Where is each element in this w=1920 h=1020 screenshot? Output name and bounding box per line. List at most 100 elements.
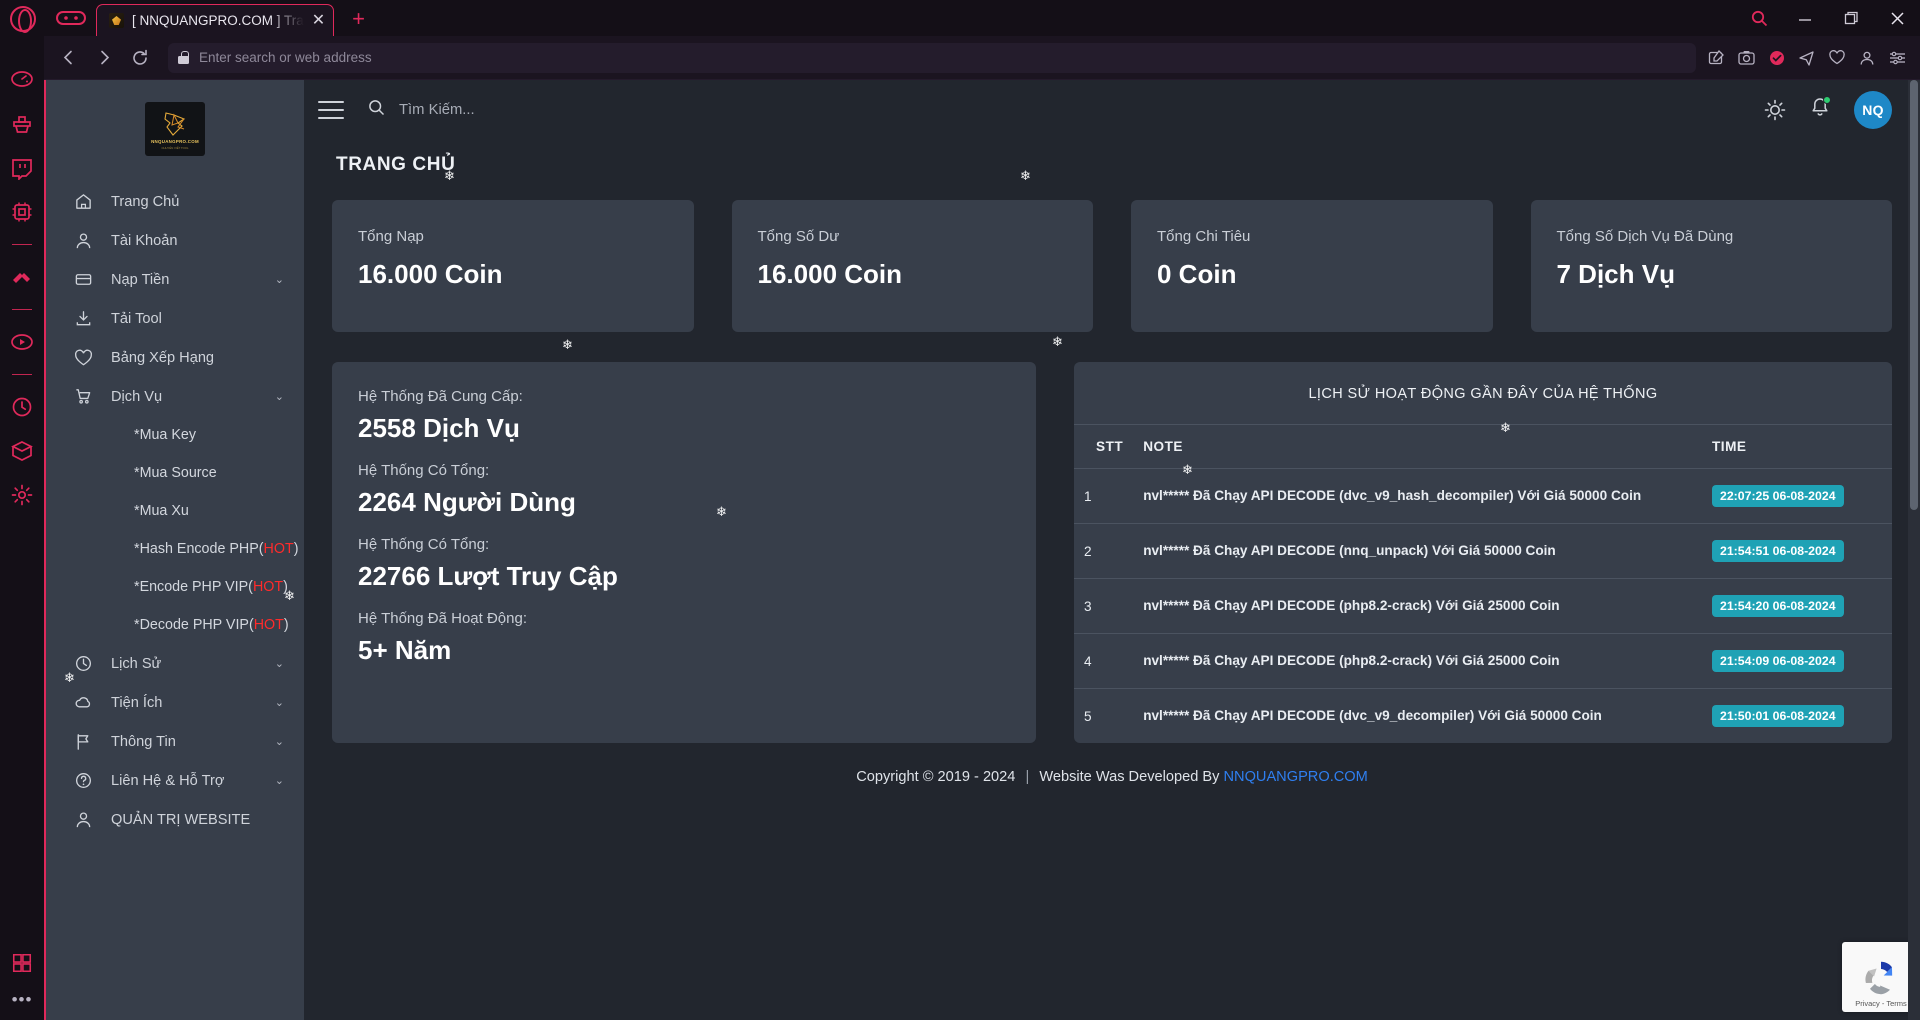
sidebar-subitem-mua-source[interactable]: *Mua Source bbox=[46, 454, 304, 492]
browser-search-icon[interactable] bbox=[1736, 0, 1782, 36]
bell-icon[interactable] bbox=[1810, 96, 1831, 123]
sidebar-subitem-mua-key[interactable]: *Mua Key bbox=[46, 416, 304, 454]
heart-icon bbox=[74, 349, 93, 367]
rail-divider bbox=[12, 374, 32, 375]
reload-icon[interactable] bbox=[124, 42, 156, 74]
footer-separator: | bbox=[1025, 769, 1030, 785]
adblock-shield-icon[interactable] bbox=[1769, 50, 1785, 66]
minimize-window-button[interactable] bbox=[1782, 0, 1828, 36]
recaptcha-badge[interactable]: Privacy - Terms bbox=[1842, 942, 1920, 1012]
gear-icon[interactable] bbox=[10, 483, 34, 507]
brand-logo[interactable]: NNQUANGPRO.COM CHUYÊN VIẾT TOOL bbox=[46, 80, 304, 182]
sidebar-item-bang-xep-hang[interactable]: Bảng Xếp Hạng bbox=[46, 338, 304, 377]
row-note: nvl***** Đã Chạy API DECODE (nnq_unpack)… bbox=[1133, 523, 1702, 579]
gx-cleaner-icon[interactable] bbox=[10, 112, 34, 136]
main-content: NQ TRANG CHỦ Tổng Nạp 16.000 Coin Tổng S… bbox=[304, 80, 1920, 1020]
address-bar[interactable]: Enter search or web address bbox=[168, 42, 1696, 73]
rail-more-icon[interactable]: ••• bbox=[11, 990, 33, 1009]
sidebar-item-dich-vu[interactable]: Dịch Vụ ⌄ bbox=[46, 377, 304, 416]
footer-developed-by: Website Was Developed By bbox=[1039, 769, 1220, 785]
search-area bbox=[368, 99, 1750, 121]
sidebar-item-label: Nạp Tiền bbox=[111, 271, 170, 288]
time-badge: 21:54:51 06-08-2024 bbox=[1712, 540, 1844, 562]
package-box-icon[interactable] bbox=[10, 439, 34, 463]
row-index: 3 bbox=[1074, 578, 1134, 634]
forward-arrow-icon[interactable] bbox=[88, 42, 120, 74]
stat-card-tong-so-dich-vu: Tổng Số Dịch Vụ Đã Dùng 7 Dịch Vụ bbox=[1530, 200, 1892, 332]
easy-setup-icon[interactable] bbox=[1889, 50, 1906, 66]
close-tab-icon[interactable]: ✕ bbox=[311, 11, 326, 29]
topbar-actions: NQ bbox=[1764, 91, 1892, 129]
sidebar-item-trang-chu[interactable]: Trang Chủ bbox=[46, 182, 304, 221]
row-time: 21:50:01 06-08-2024 bbox=[1702, 689, 1892, 744]
sidebar-item-label: Tiện Ích bbox=[111, 694, 163, 711]
rail-divider bbox=[12, 309, 32, 310]
heart-favorite-icon[interactable] bbox=[1829, 50, 1845, 65]
search-input[interactable] bbox=[399, 102, 699, 118]
browser-tab-strip: [ NNQUANGPRO.COM ] Tra ✕ + bbox=[0, 0, 1920, 36]
snapshot-camera-icon[interactable] bbox=[1738, 50, 1755, 65]
sun-icon[interactable] bbox=[1764, 99, 1786, 121]
sidebar-item-tien-ich[interactable]: Tiện Ích ⌄ bbox=[46, 683, 304, 722]
system-stat-value: 2558 Dịch Vụ bbox=[358, 413, 520, 443]
time-badge: 21:50:01 06-08-2024 bbox=[1712, 705, 1844, 727]
gx-corner-speedometer-icon[interactable] bbox=[10, 68, 34, 92]
gx-mods-icon[interactable] bbox=[10, 265, 34, 289]
sidebar-item-thong-tin[interactable]: Thông Tin ⌄ bbox=[46, 722, 304, 761]
chevron-down-icon: ⌄ bbox=[274, 391, 284, 403]
row-time: 21:54:20 06-08-2024 bbox=[1702, 578, 1892, 634]
twitch-icon[interactable] bbox=[10, 156, 34, 180]
footer-link[interactable]: NNQUANGPRO.COM bbox=[1223, 769, 1368, 785]
sidebar-subitem-encode-php-vip[interactable]: *Encode PHP VIP(HOT) bbox=[46, 568, 304, 606]
maximize-window-button[interactable] bbox=[1828, 0, 1874, 36]
gx-extensions-icon[interactable] bbox=[11, 952, 33, 974]
recaptcha-terms[interactable]: Privacy - Terms bbox=[1855, 999, 1907, 1008]
sidebar-subitem-hash-encode-php[interactable]: *Hash Encode PHP(HOT) bbox=[46, 530, 304, 568]
new-tab-button[interactable]: + bbox=[352, 6, 366, 31]
sidebar-subitem-label: *Mua Xu bbox=[134, 503, 189, 519]
page-title: TRANG CHỦ bbox=[336, 154, 456, 175]
sidebar-subitem-label: *Mua Source bbox=[134, 465, 217, 481]
column-header-time: TIME bbox=[1702, 424, 1892, 469]
system-stat-label: Hệ Thống Đã Hoạt Động: bbox=[358, 610, 527, 627]
video-player-icon[interactable] bbox=[10, 330, 34, 354]
send-flow-icon[interactable] bbox=[1799, 50, 1815, 66]
row-time: 21:54:09 06-08-2024 bbox=[1702, 633, 1892, 689]
stat-card-tong-so-du: Tổng Số Dư 16.000 Coin bbox=[731, 200, 1093, 332]
back-arrow-icon[interactable] bbox=[52, 42, 84, 74]
stat-card-label: Tổng Số Dịch Vụ Đã Dùng bbox=[1556, 228, 1734, 245]
stat-card-value: 0 Coin bbox=[1157, 259, 1237, 289]
rail-divider bbox=[12, 244, 32, 245]
gamepad-icon[interactable] bbox=[56, 8, 86, 28]
sidebar-item-label: Tải Tool bbox=[111, 310, 162, 327]
close-window-button[interactable] bbox=[1874, 0, 1920, 36]
sidebar-item-lien-he-ho-tro[interactable]: Liên Hệ & Hỗ Trợ ⌄ bbox=[46, 761, 304, 800]
sidebar-item-tai-tool[interactable]: Tải Tool bbox=[46, 299, 304, 338]
sidebar-item-quan-tri-website[interactable]: QUẢN TRỊ WEBSITE bbox=[46, 800, 304, 839]
profile-icon[interactable] bbox=[1859, 50, 1875, 66]
time-badge: 21:54:20 06-08-2024 bbox=[1712, 595, 1844, 617]
gx-control-cpu-icon[interactable] bbox=[10, 200, 34, 224]
avatar[interactable]: NQ bbox=[1854, 91, 1892, 129]
hot-badge: HOT bbox=[253, 617, 284, 633]
sidebar-item-label: Dịch Vụ bbox=[111, 388, 163, 405]
chevron-down-icon: ⌄ bbox=[274, 736, 284, 748]
cloud-icon bbox=[74, 693, 93, 712]
page-scrollbar[interactable] bbox=[1908, 80, 1920, 1020]
browser-tab[interactable]: [ NNQUANGPRO.COM ] Tra ✕ bbox=[96, 4, 335, 36]
sidebar-item-lich-su[interactable]: Lịch Sử ⌄ bbox=[46, 644, 304, 683]
sidebar-item-label: Thông Tin bbox=[111, 733, 176, 750]
sidebar-item-nap-tien[interactable]: Nạp Tiền ⌄ bbox=[46, 260, 304, 299]
sidebar-item-tai-khoan[interactable]: Tài Khoản bbox=[46, 221, 304, 260]
history-clock-icon[interactable] bbox=[10, 395, 34, 419]
sidebar-subitem-decode-php-vip[interactable]: *Decode PHP VIP(HOT) bbox=[46, 606, 304, 644]
stat-card-label: Tổng Chi Tiêu bbox=[1157, 228, 1251, 245]
sidebar-subitem-tail: ) bbox=[283, 617, 289, 633]
row-index: 5 bbox=[1084, 708, 1092, 724]
edit-note-icon[interactable] bbox=[1708, 49, 1724, 66]
system-stat-label: Hệ Thống Có Tổng: bbox=[358, 462, 490, 479]
hamburger-icon[interactable] bbox=[318, 101, 344, 119]
sidebar-item-label: Tài Khoản bbox=[111, 232, 178, 249]
sidebar-subitem-mua-xu[interactable]: *Mua Xu bbox=[46, 492, 304, 530]
scrollbar-thumb[interactable] bbox=[1910, 80, 1918, 510]
